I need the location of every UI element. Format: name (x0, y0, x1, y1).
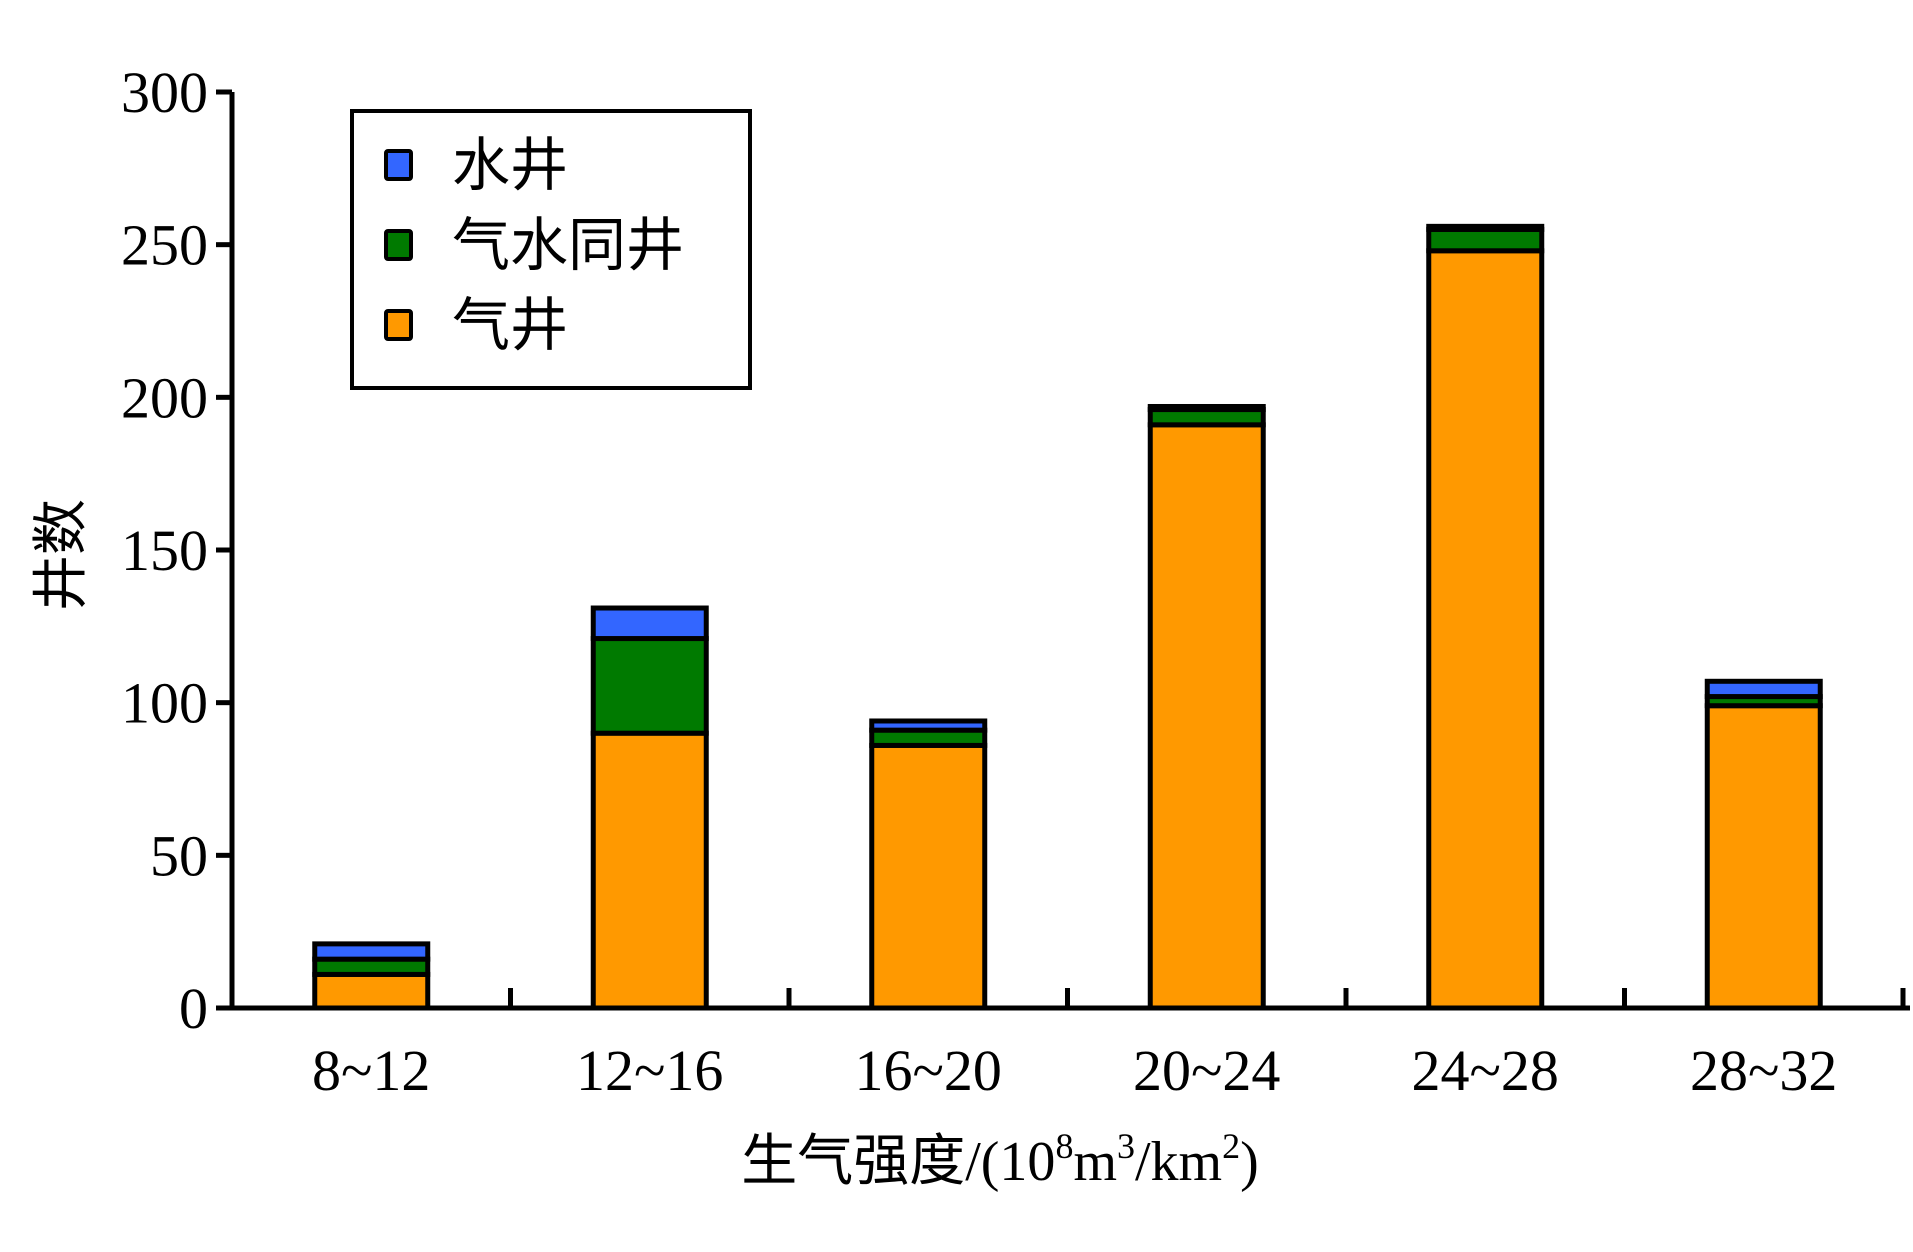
y-axis-title: 井数 (29, 499, 94, 611)
x-tick-label: 24~28 (1412, 1038, 1559, 1103)
bar-segment (869, 718, 988, 733)
bar-segment (1426, 223, 1545, 232)
x-ticks-group: 8~12 12~16 16~20 20~24 24~28 28~32 (312, 988, 1906, 1103)
x-axis-unit-suffix: ) (1240, 1131, 1259, 1193)
legend-swatch (384, 149, 413, 181)
x-tick-label: 28~32 (1690, 1038, 1837, 1103)
bar-segment (1147, 422, 1266, 1011)
y-tick-label: 100 (121, 671, 208, 736)
bar-segment (590, 636, 709, 736)
x-axis-title: 生气强度/(108m3/km2) (741, 1126, 1259, 1194)
bars-group (312, 223, 1823, 1011)
legend-label: 水井 (452, 131, 568, 199)
bar-segment (590, 730, 709, 1011)
legend-label: 气水同井 (452, 211, 684, 279)
legend-box (350, 109, 752, 390)
y-tick-label: 150 (121, 518, 208, 583)
legend-swatch (384, 309, 413, 341)
y-ticks-group: 0 50 100 150 200 250 300 (121, 60, 232, 1041)
bar-segment (312, 941, 431, 962)
bar-segment (1147, 403, 1266, 413)
bar-segment (590, 605, 709, 642)
x-axis-unit-prefix: /(10 (965, 1131, 1055, 1193)
x-axis-title-cn: 生气强度 (741, 1129, 965, 1194)
bar-segment (1704, 678, 1823, 700)
bar-segment (1426, 248, 1545, 1011)
legend-swatch (384, 229, 413, 261)
y-tick-label: 200 (121, 365, 208, 430)
y-tick-label: 250 (121, 213, 208, 278)
x-tick-label: 12~16 (576, 1038, 723, 1103)
x-axis-unit-sup2: 3 (1117, 1126, 1135, 1166)
x-axis-unit-sup3: 2 (1222, 1126, 1240, 1166)
x-axis-unit-sup1: 8 (1055, 1126, 1073, 1166)
y-tick-label: 0 (179, 976, 208, 1041)
x-axis-unit-m: m (1073, 1131, 1117, 1193)
y-tick-label: 300 (121, 60, 208, 125)
y-tick-label: 50 (150, 823, 208, 888)
x-tick-label: 8~12 (312, 1038, 430, 1103)
bar-segment (1426, 226, 1545, 254)
bar-segment (312, 971, 431, 1011)
bar-segment (869, 742, 988, 1011)
x-tick-label: 20~24 (1133, 1038, 1280, 1103)
bar-segment (1704, 703, 1823, 1011)
legend-label: 气井 (452, 291, 568, 359)
x-tick-label: 16~20 (855, 1038, 1002, 1103)
x-axis-unit-km: /km (1135, 1131, 1222, 1193)
